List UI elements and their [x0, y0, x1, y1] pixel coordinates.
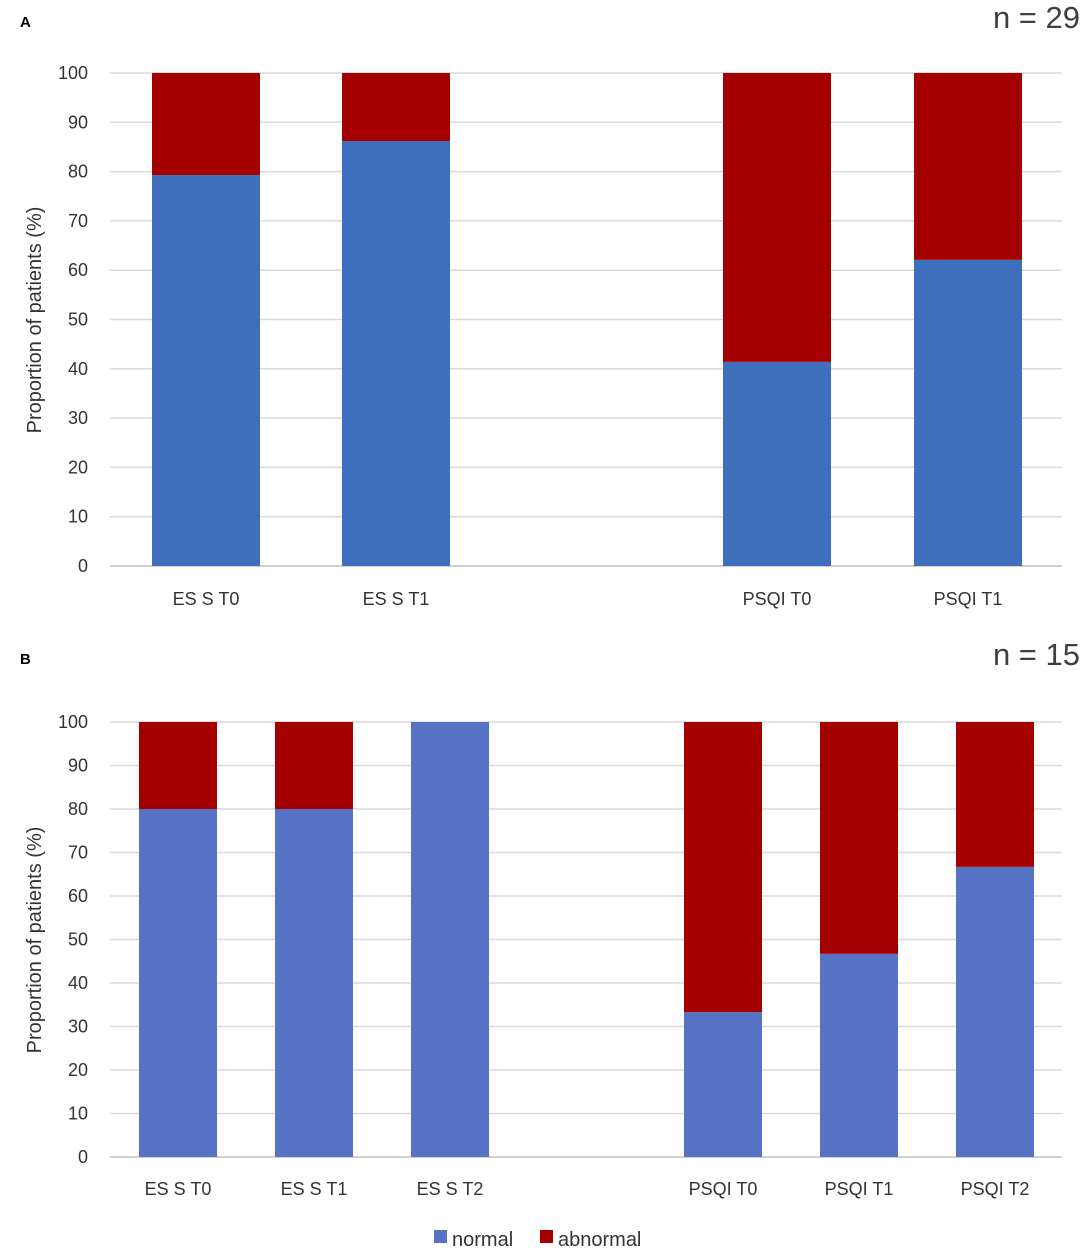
panel-b-y-tick-label: 10 [68, 1104, 88, 1124]
panel-b: B n = 15 Proportion of patients (%) 0 10 2… [20, 637, 1080, 1199]
panel-a-x-tick-label: ES S T1 [363, 589, 430, 609]
panel-a-y-axis-label: Proportion of patients (%) [24, 207, 46, 434]
panel-a-y-tick-label: 40 [68, 359, 88, 379]
panel-b-y-tick-label: 80 [68, 799, 88, 819]
panel-a-bar-normal [152, 175, 260, 566]
panel-a-bar-normal [723, 361, 831, 566]
panel-b-y-tick-label: 30 [68, 1017, 88, 1037]
panel-a-bar-abnormal [723, 73, 831, 362]
legend-normal-label: normal [452, 1229, 513, 1251]
panel-b-bar-normal [820, 953, 898, 1157]
panel-b-bar-abnormal [275, 722, 353, 809]
panel-a-y-tick-label: 70 [68, 211, 88, 231]
panel-a-sample-size: n = 29 [993, 0, 1080, 35]
legend: normal abnormal [434, 1229, 641, 1251]
panel-b-x-tick-label: ES S T0 [145, 1179, 212, 1199]
panel-b-bar-abnormal [684, 722, 762, 1013]
panel-b-y-tick-label: 70 [68, 843, 88, 863]
panel-a-label: A [20, 14, 31, 31]
panel-a-y-tick-label: 10 [68, 507, 88, 527]
panel-a-y-tick-label: 30 [68, 408, 88, 428]
panel-a-y-tick-label: 0 [78, 556, 88, 576]
panel-b-y-tick-label: 100 [58, 712, 88, 732]
panel-b-y-tick-label: 20 [68, 1060, 88, 1080]
panel-a-x-tick-label: ES S T0 [173, 589, 240, 609]
panel-b-bar-normal [139, 809, 217, 1157]
panel-b-y-tick-label: 90 [68, 756, 88, 776]
panel-b-y-tick-label: 0 [78, 1147, 88, 1167]
panel-b-plot-area: 0 10 20 30 40 50 60 70 80 90 100 ES S T0 ES S T1 ES S… [58, 712, 1062, 1199]
legend-normal-swatch [434, 1230, 447, 1243]
panel-b-label: B [20, 651, 31, 668]
panel-b-bar-abnormal [139, 722, 217, 809]
panel-a-bar-abnormal [152, 73, 260, 176]
panel-b-y-tick-label: 50 [68, 930, 88, 950]
panel-a-y-tick-label: 100 [58, 63, 88, 83]
panel-b-bar-normal [275, 809, 353, 1157]
legend-abnormal-label: abnormal [558, 1229, 641, 1251]
panel-b-x-tick-label: ES S T1 [281, 1179, 348, 1199]
panel-b-bar-normal [411, 722, 489, 1157]
panel-b-x-tick-label: ES S T2 [417, 1179, 484, 1199]
panel-a-x-tick-label: PSQI T1 [934, 589, 1003, 609]
panel-b-x-tick-label: PSQI T0 [689, 1179, 758, 1199]
panel-b-y-tick-label: 40 [68, 973, 88, 993]
panel-a-plot-area: 0 10 20 30 40 50 60 70 80 90 100 ES S T0 ES S T1 PSQI… [58, 63, 1062, 609]
panel-a-y-tick-label: 20 [68, 457, 88, 477]
panel-a-bar-abnormal [914, 73, 1022, 260]
panel-b-x-tick-label: PSQI T1 [825, 1179, 894, 1199]
panel-b-bar-normal [684, 1012, 762, 1157]
panel-a-y-tick-label: 60 [68, 260, 88, 280]
panel-b-sample-size: n = 15 [993, 637, 1080, 672]
panel-a-y-tick-label: 50 [68, 310, 88, 330]
panel-b-bar-abnormal [820, 722, 898, 954]
panel-b-y-axis-label: Proportion of patients (%) [24, 827, 46, 1054]
panel-a-bar-normal [914, 259, 1022, 566]
panel-b-bar-abnormal [956, 722, 1034, 867]
panel-a: A n = 29 Proportion of patients (%) 0 10 2… [20, 0, 1080, 609]
panel-a-bar-abnormal [342, 73, 450, 142]
panel-a-bar-normal [342, 141, 450, 566]
panel-a-y-tick-label: 90 [68, 112, 88, 132]
panel-a-y-tick-label: 80 [68, 162, 88, 182]
panel-b-x-tick-label: PSQI T2 [961, 1179, 1030, 1199]
panel-a-x-tick-label: PSQI T0 [743, 589, 812, 609]
panel-b-bar-normal [956, 866, 1034, 1157]
panel-b-y-tick-label: 60 [68, 886, 88, 906]
legend-abnormal-swatch [540, 1230, 553, 1243]
